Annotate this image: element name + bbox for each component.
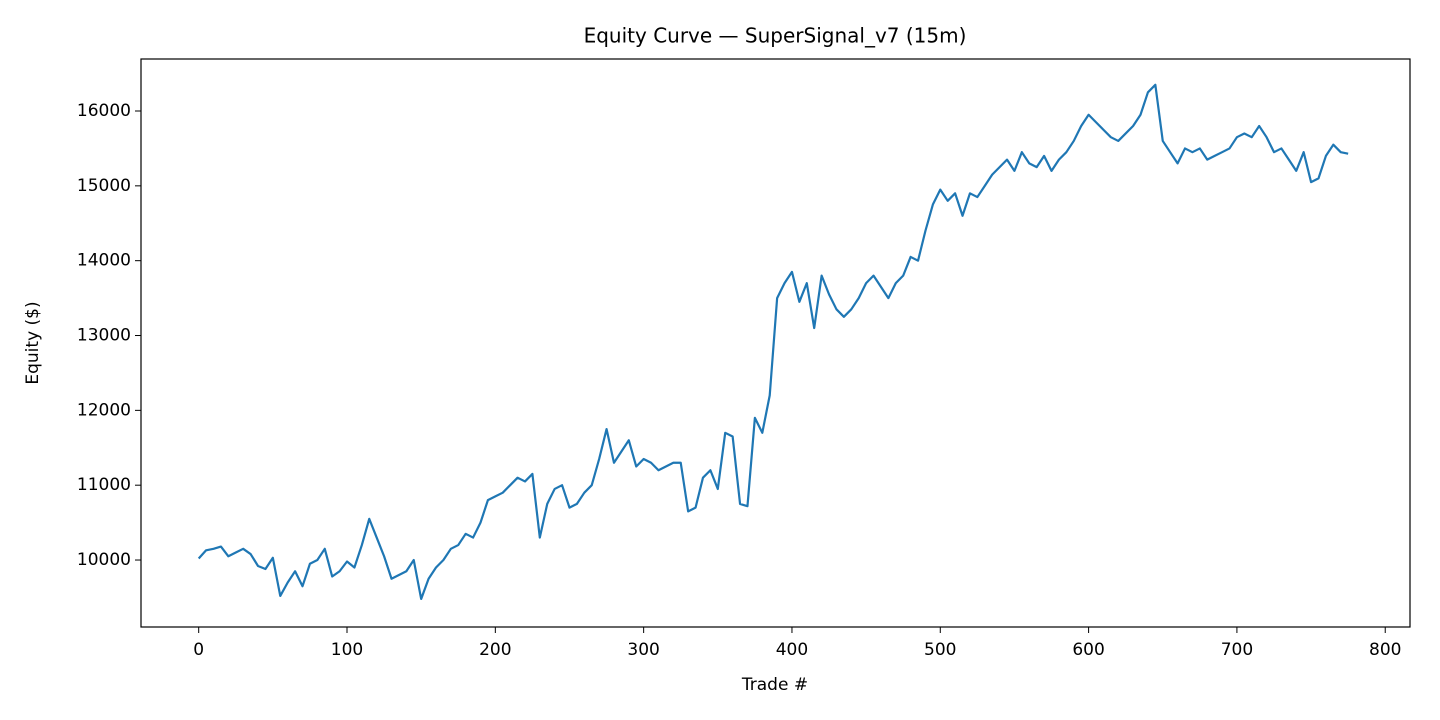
x-tick-label: 0 [193,640,204,660]
y-axis-label: Equity ($) [23,301,43,384]
y-tick-label: 13000 [77,326,131,346]
x-tick-label: 500 [924,640,956,660]
chart-title: Equity Curve — SuperSignal_v7 (15m) [584,24,967,48]
y-tick-label: 15000 [77,176,131,196]
plot-frame [140,58,1411,628]
y-tick-label: 10000 [77,550,131,570]
x-tick-label: 800 [1369,640,1401,660]
x-tick-label: 700 [1221,640,1253,660]
y-tick-label: 16000 [77,101,131,121]
y-tick-label: 11000 [77,475,131,495]
x-tick-label: 400 [776,640,808,660]
x-axis-label: Trade # [741,675,808,695]
y-tick-label: 14000 [77,251,131,271]
x-tick-label: 600 [1072,640,1104,660]
equity-line [197,83,1349,601]
x-tick-label: 300 [627,640,659,660]
x-tick-label: 200 [479,640,511,660]
y-tick-label: 12000 [77,400,131,420]
x-tick-label: 100 [331,640,363,660]
